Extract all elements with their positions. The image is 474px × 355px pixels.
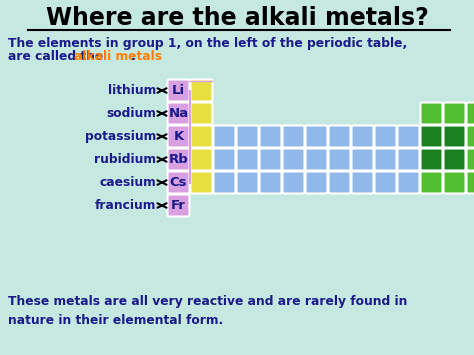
FancyBboxPatch shape (398, 126, 419, 147)
Text: Cs: Cs (170, 176, 187, 189)
FancyBboxPatch shape (328, 171, 350, 193)
FancyBboxPatch shape (283, 126, 304, 147)
FancyBboxPatch shape (466, 148, 474, 170)
Text: are called the: are called the (8, 49, 108, 62)
Text: potassium: potassium (85, 130, 156, 143)
Text: Rb: Rb (169, 153, 188, 166)
FancyBboxPatch shape (420, 171, 443, 193)
FancyBboxPatch shape (213, 148, 236, 170)
Text: K: K (173, 130, 183, 143)
FancyBboxPatch shape (213, 171, 236, 193)
Text: Na: Na (168, 107, 189, 120)
FancyBboxPatch shape (444, 148, 465, 170)
FancyBboxPatch shape (259, 171, 282, 193)
Text: .: . (131, 49, 136, 62)
FancyBboxPatch shape (237, 148, 258, 170)
FancyBboxPatch shape (167, 103, 190, 125)
FancyBboxPatch shape (237, 171, 258, 193)
FancyBboxPatch shape (352, 171, 374, 193)
FancyBboxPatch shape (191, 171, 212, 193)
FancyBboxPatch shape (398, 148, 419, 170)
FancyBboxPatch shape (306, 148, 328, 170)
FancyBboxPatch shape (420, 148, 443, 170)
Text: These metals are all very reactive and are rarely found in
nature in their eleme: These metals are all very reactive and a… (8, 295, 407, 327)
FancyBboxPatch shape (328, 126, 350, 147)
Text: Li: Li (172, 84, 185, 97)
FancyBboxPatch shape (444, 171, 465, 193)
FancyBboxPatch shape (328, 148, 350, 170)
Text: caesium: caesium (99, 176, 156, 189)
Text: alkali metals: alkali metals (74, 49, 162, 62)
FancyBboxPatch shape (259, 126, 282, 147)
Text: Where are the alkali metals?: Where are the alkali metals? (46, 6, 428, 30)
FancyBboxPatch shape (191, 103, 212, 125)
FancyBboxPatch shape (191, 80, 212, 102)
FancyBboxPatch shape (167, 171, 190, 193)
FancyBboxPatch shape (167, 195, 190, 217)
FancyBboxPatch shape (306, 171, 328, 193)
FancyBboxPatch shape (306, 126, 328, 147)
Text: The elements in group 1, on the left of the periodic table,: The elements in group 1, on the left of … (8, 37, 407, 49)
FancyBboxPatch shape (352, 126, 374, 147)
FancyBboxPatch shape (420, 103, 443, 125)
FancyBboxPatch shape (444, 103, 465, 125)
Text: francium: francium (95, 199, 156, 212)
FancyBboxPatch shape (374, 126, 396, 147)
FancyBboxPatch shape (374, 148, 396, 170)
FancyBboxPatch shape (466, 126, 474, 147)
Text: rubidium: rubidium (94, 153, 156, 166)
Text: Fr: Fr (171, 199, 186, 212)
FancyBboxPatch shape (466, 171, 474, 193)
Text: sodium: sodium (106, 107, 156, 120)
FancyBboxPatch shape (213, 126, 236, 147)
Text: lithium: lithium (108, 84, 156, 97)
FancyBboxPatch shape (352, 148, 374, 170)
FancyBboxPatch shape (191, 126, 212, 147)
FancyBboxPatch shape (466, 103, 474, 125)
FancyBboxPatch shape (167, 148, 190, 170)
FancyBboxPatch shape (259, 148, 282, 170)
FancyBboxPatch shape (444, 126, 465, 147)
FancyBboxPatch shape (374, 171, 396, 193)
FancyBboxPatch shape (283, 148, 304, 170)
FancyBboxPatch shape (283, 171, 304, 193)
FancyBboxPatch shape (167, 126, 190, 147)
FancyBboxPatch shape (420, 126, 443, 147)
FancyBboxPatch shape (167, 80, 190, 102)
FancyBboxPatch shape (237, 126, 258, 147)
FancyBboxPatch shape (191, 148, 212, 170)
FancyBboxPatch shape (398, 171, 419, 193)
